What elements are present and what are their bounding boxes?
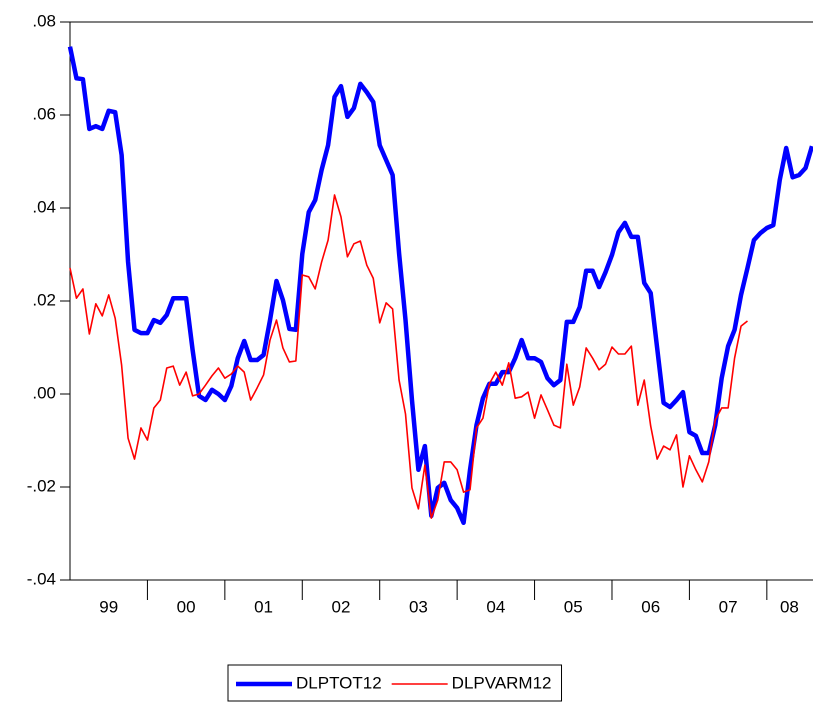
y-tick-label: -.04 (27, 569, 56, 588)
legend-label: DLPTOT12 (296, 673, 382, 692)
y-tick-label: .04 (32, 197, 56, 216)
x-tick-label: 06 (641, 597, 660, 616)
x-tick-label: 00 (177, 597, 196, 616)
x-tick-label: 99 (99, 597, 118, 616)
x-tick-label: 08 (780, 597, 799, 616)
x-tick-label: 04 (486, 597, 505, 616)
legend-label: DLPVARM12 (452, 673, 552, 692)
y-tick-label: .02 (32, 290, 56, 309)
x-tick-label: 07 (719, 597, 738, 616)
x-tick-label: 03 (409, 597, 428, 616)
series-line (69, 194, 748, 519)
x-tick-label: 01 (254, 597, 273, 616)
series-line (67, 46, 813, 526)
y-tick-label: -.02 (27, 476, 56, 495)
legend: DLPTOT12 DLPVARM12 (227, 664, 563, 702)
x-tick-label: 02 (332, 597, 351, 616)
x-tick-label: 05 (564, 597, 583, 616)
y-tick-label: .08 (32, 11, 56, 30)
y-tick-label: .00 (32, 383, 56, 402)
y-tick-label: .06 (32, 104, 56, 123)
